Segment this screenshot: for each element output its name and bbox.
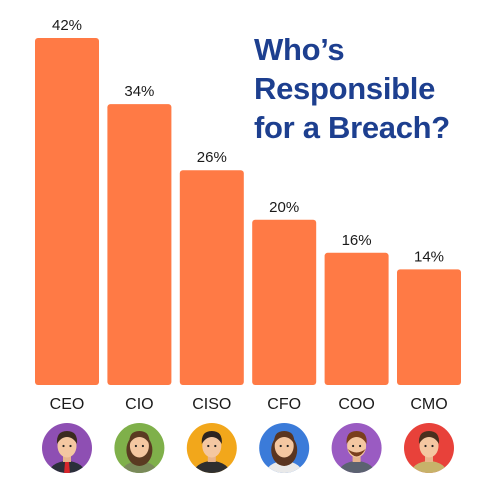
bar-ciso bbox=[179, 170, 244, 385]
chart-title-line-3: for a Breach? bbox=[254, 110, 450, 145]
value-label-ceo: 42% bbox=[52, 17, 82, 34]
cfo-avatar-icon bbox=[259, 423, 310, 473]
coo-avatar-icon bbox=[331, 423, 382, 473]
bar-cmo bbox=[397, 269, 461, 385]
cmo-avatar-icon bbox=[404, 423, 454, 473]
value-label-cfo: 20% bbox=[269, 199, 299, 216]
category-label-ceo: CEO bbox=[50, 396, 85, 413]
value-label-ciso: 26% bbox=[197, 149, 227, 166]
bar-cfo bbox=[252, 219, 317, 385]
category-label-cmo: CMO bbox=[410, 396, 447, 413]
ceo-avatar-icon bbox=[42, 423, 92, 473]
cio-avatar-icon bbox=[114, 423, 165, 473]
value-label-coo: 16% bbox=[342, 232, 372, 249]
category-label-cio: CIO bbox=[125, 396, 153, 413]
bar-coo bbox=[324, 252, 389, 385]
value-label-cio: 34% bbox=[124, 83, 154, 100]
value-label-cmo: 14% bbox=[414, 248, 444, 265]
chart-title-line-1: Who’s bbox=[254, 32, 345, 67]
category-label-cfo: CFO bbox=[267, 396, 301, 413]
category-label-ciso: CISO bbox=[192, 396, 231, 413]
category-label-coo: COO bbox=[338, 396, 374, 413]
chart-title-line-2: Responsible bbox=[254, 71, 436, 106]
ciso-avatar-icon bbox=[186, 423, 237, 473]
bar-cio bbox=[107, 104, 172, 385]
bar-ceo bbox=[35, 38, 99, 385]
chart-title: Who’s Responsible for a Breach? bbox=[254, 30, 494, 147]
